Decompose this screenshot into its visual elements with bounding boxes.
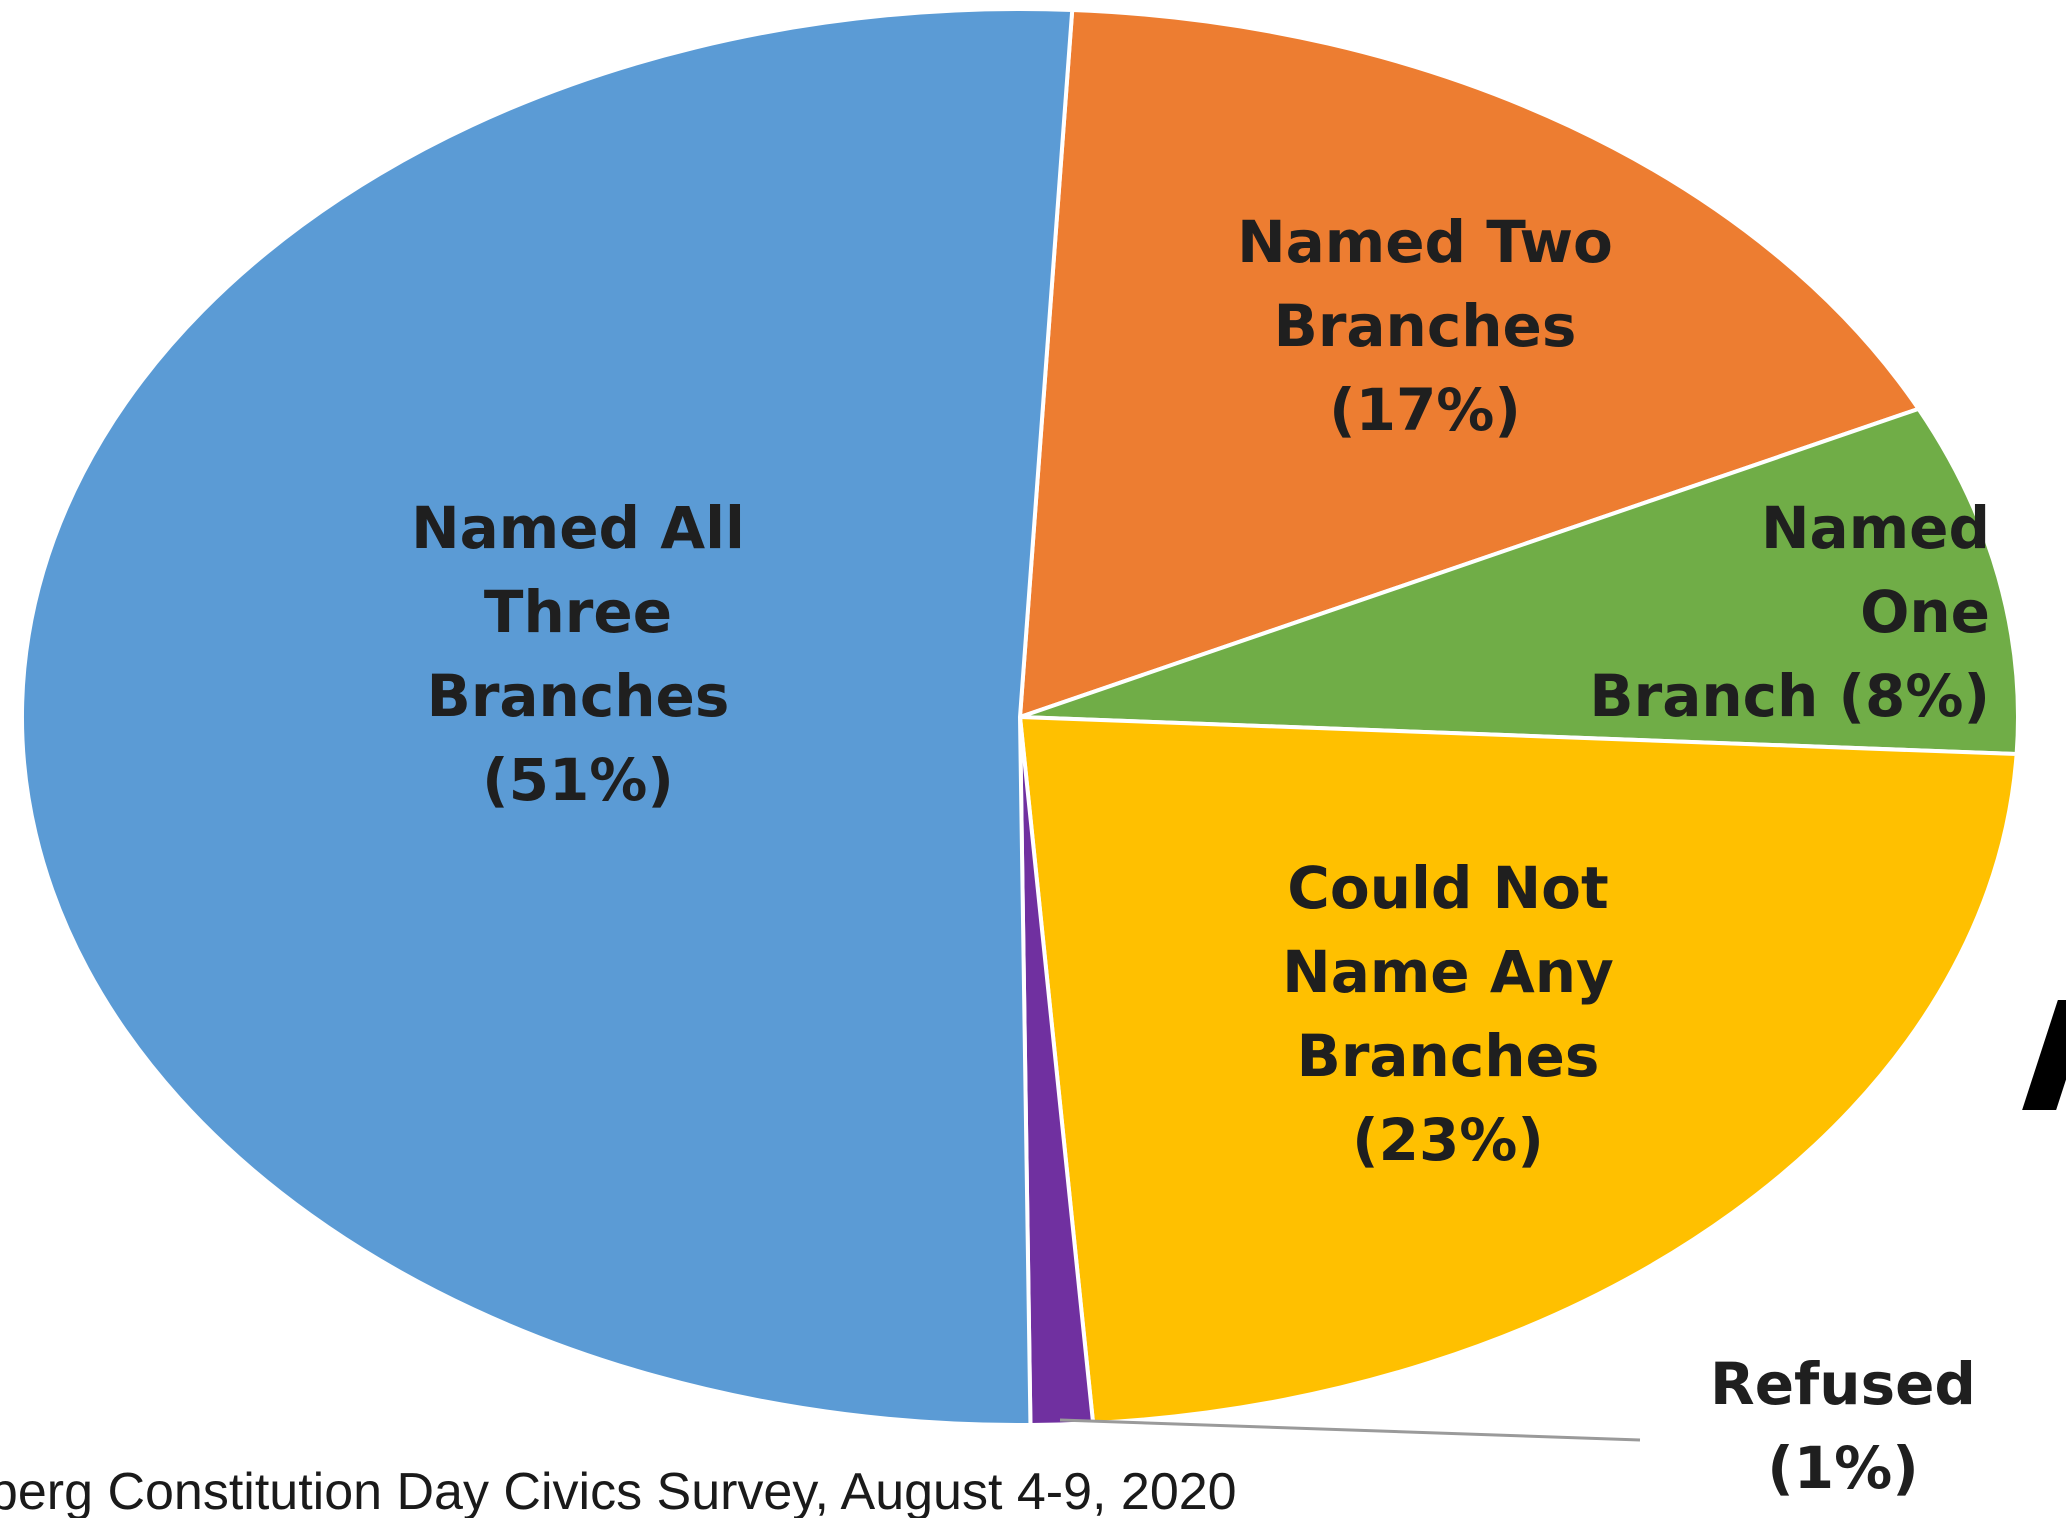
- refused-leader-line: [1059, 1418, 1641, 1442]
- slice-label-line: Branches: [1297, 1022, 1600, 1090]
- slice-label-2: Could Not Name Any Branches (23%): [1282, 854, 1614, 1174]
- slice-label-line: Named Two: [1237, 208, 1613, 276]
- slice-label-line: Branches: [427, 662, 730, 730]
- slice-label-line: Named: [1761, 494, 1990, 562]
- pie-slices: [19, 6, 2020, 1427]
- pie-slice-0: [1017, 7, 1922, 720]
- source-note: nberg Constitution Day Civics Survey, Au…: [0, 1463, 1237, 1518]
- slice-label-1: Named One Branch (8%): [1589, 494, 1990, 730]
- slice-label-0: Named Two Branches (17%): [1237, 208, 1613, 444]
- slice-label-line: (23%): [1352, 1106, 1544, 1174]
- pie-labels: Named Two Branches (17%) Named One Branch (8%…: [411, 208, 1990, 1502]
- slice-label-line: (1%): [1767, 1434, 1919, 1502]
- slice-label-line: Could Not: [1287, 854, 1608, 922]
- pie-slice-1: [1019, 406, 2020, 757]
- slice-label-line: (17%): [1329, 376, 1521, 444]
- slice-label-line: One: [1860, 578, 1990, 646]
- slice-label-line: Named All: [411, 494, 745, 562]
- slice-label-line: (51%): [482, 746, 674, 814]
- slice-label-4: Named All Three Branches (51%): [411, 494, 745, 814]
- slice-label-3: Refused (1%): [1710, 1350, 1976, 1502]
- slice-label-line: Refused: [1710, 1350, 1976, 1418]
- pie-slice-4: [19, 6, 1075, 1427]
- pie-slice-2: [1017, 714, 2019, 1426]
- slice-label-line: Branches: [1274, 292, 1577, 360]
- slice-label-line: Three: [484, 578, 672, 646]
- slice-label-line: Name Any: [1282, 938, 1614, 1006]
- slice-label-line: Branch (8%): [1589, 662, 1990, 730]
